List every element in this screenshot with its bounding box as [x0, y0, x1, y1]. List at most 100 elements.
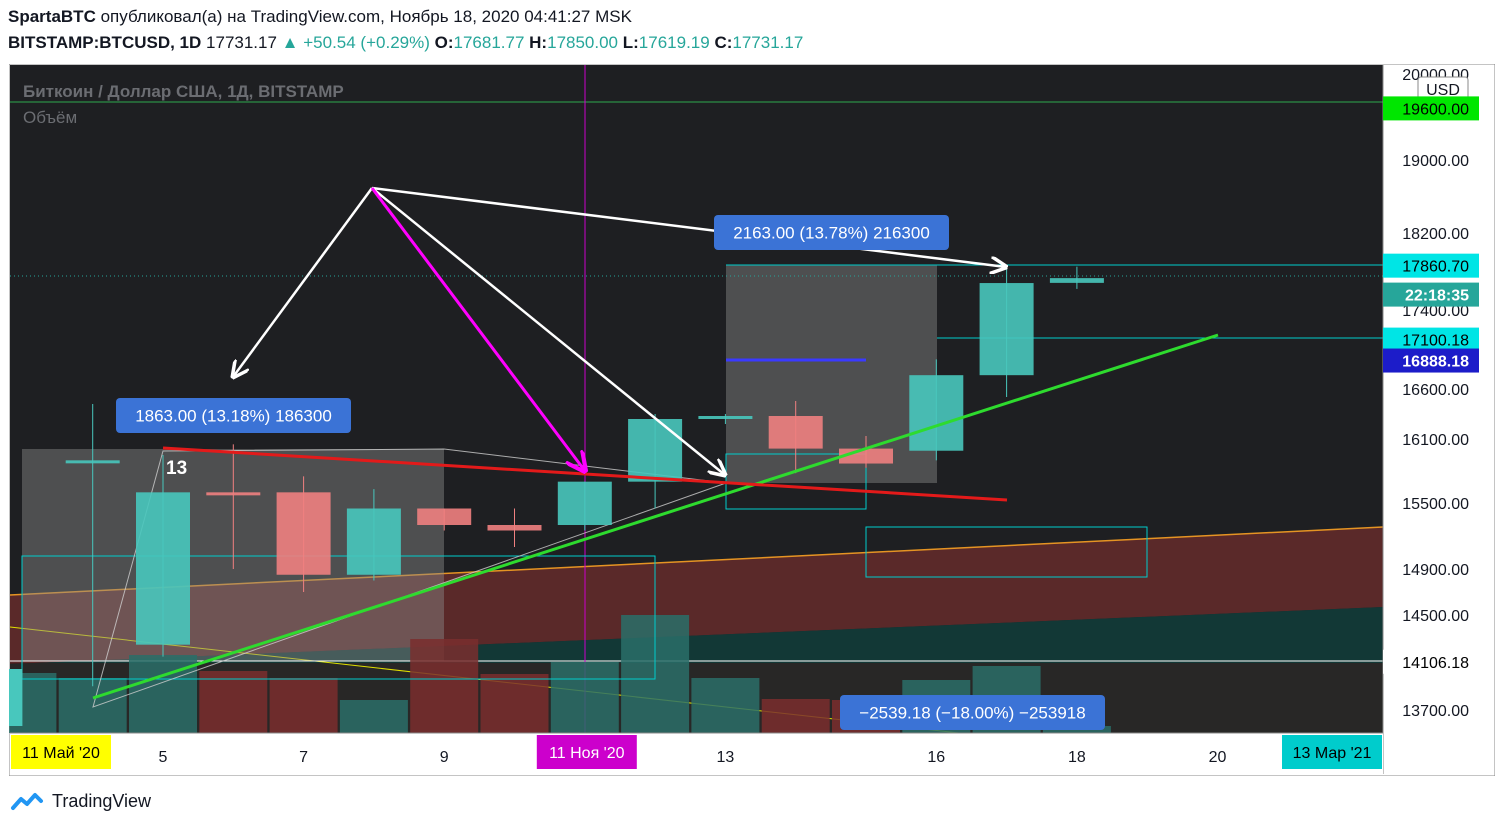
volume-bar [480, 674, 549, 733]
volume-bar [691, 678, 760, 733]
time-tick-label: 20 [1209, 749, 1227, 766]
up-triangle-icon: ▲ [281, 33, 299, 52]
price-marker-bg [1383, 327, 1479, 352]
low-value: 17619.19 [638, 33, 710, 52]
candle-body [276, 492, 331, 575]
cyan-zone-box [21, 555, 656, 680]
candle-body [487, 525, 542, 531]
candle-body [768, 416, 823, 449]
white-arrow-left [233, 187, 374, 377]
symbol-info: BITSTAMP:BTCUSD, 1D 17731.17 ▲ +50.54 (+… [8, 33, 803, 53]
orange-trend-line [9, 526, 1384, 596]
price-tick-label: 17400.00 [1402, 303, 1469, 320]
candle-body [1049, 278, 1104, 283]
price-marker-bg [1383, 649, 1479, 674]
price-marker-label: 17860.70 [1402, 259, 1469, 276]
price-marker-label: 22:18:35 [1405, 288, 1469, 305]
currency-label: USD [1426, 82, 1460, 99]
last-price: 17731.17 [206, 33, 277, 52]
candle-body [698, 416, 753, 419]
price-tick-label: 14500.00 [1402, 608, 1469, 625]
price-tick-label: 19000.00 [1402, 153, 1469, 170]
open-value: 17681.77 [453, 33, 525, 52]
white-arrow-middle [371, 187, 725, 475]
price-tick-label: 13700.00 [1402, 703, 1469, 720]
measure-label-bottom: −2539.18 (−18.00%) −253918 [859, 704, 1085, 723]
measure-label-bottom-bg [840, 695, 1105, 730]
open-label: O: [434, 33, 454, 52]
close-value: 17731.17 [732, 33, 804, 52]
time-tick-label: 13 [717, 749, 735, 766]
time-marker-label: 11 Май '20 [22, 745, 100, 762]
chart-title: Биткоин / Доллар США, 1Д, BITSTAMP [23, 82, 344, 101]
candle-body [979, 283, 1034, 376]
cyan-zone-box [865, 526, 1148, 578]
volume-label: Объём [23, 108, 77, 127]
candle-body [628, 419, 683, 482]
candle-body [557, 481, 612, 525]
time-tick-label: 7 [299, 749, 308, 766]
measure-label-right-bg [714, 215, 949, 250]
volume-bar [550, 662, 619, 733]
price-axis-bg [1383, 65, 1494, 733]
price-tick-label: 16100.00 [1402, 432, 1469, 449]
candle-body [136, 492, 190, 645]
time-marker-bg [536, 735, 637, 769]
volume-bar [761, 699, 830, 733]
author-name[interactable]: SpartaBTC [8, 7, 96, 26]
time-tick-label: 5 [159, 749, 168, 766]
price-marker-label: 17100.18 [1402, 333, 1469, 350]
magenta-arrow [370, 187, 585, 471]
price-marker-bg [1383, 348, 1479, 373]
time-marker-bg [11, 735, 111, 769]
time-marker-label: 11 Ноя '20 [549, 745, 625, 762]
time-marker-label: 13 Мар '21 [1293, 745, 1372, 762]
candle-body [346, 508, 401, 575]
green-trend-line [92, 333, 1219, 700]
candle-body [65, 460, 120, 464]
volume-bar [339, 700, 408, 733]
volume-bar [58, 678, 127, 733]
tradingview-cloud-icon [11, 793, 43, 810]
measure-label-left-bg [116, 398, 351, 433]
price-marker-label: 16888.18 [1402, 354, 1469, 371]
wave-count-label: 13 [166, 458, 187, 479]
price-tick-label: 18200.00 [1402, 226, 1469, 243]
time-tick-label: 18 [1068, 749, 1086, 766]
volume-bar [199, 671, 268, 733]
price-tick-label: 15500.00 [1402, 496, 1469, 513]
measure-label-left: 1863.00 (13.18%) 186300 [135, 407, 332, 426]
volume-bar [410, 639, 479, 733]
red-channel-fill [10, 527, 1383, 664]
price-marker-bg [1383, 96, 1479, 121]
grey-range-box-right [726, 265, 937, 483]
price-tick-label: 16600.00 [1402, 382, 1469, 399]
white-arrow-right [371, 186, 1006, 267]
time-axis-bg [10, 733, 1383, 775]
price-tick-label: 14900.00 [1402, 562, 1469, 579]
price-marker-bg [1383, 282, 1479, 307]
symbol-label: BITSTAMP:BTCUSD, 1D [8, 33, 202, 52]
time-marker-bg [1282, 735, 1382, 769]
publish-info: SpartaBTC опубликовал(а) на TradingView.… [8, 7, 632, 27]
high-label: H: [529, 33, 548, 52]
price-marker-bg [1383, 253, 1479, 278]
time-tick-label: 16 [927, 749, 945, 766]
price-marker-label: 19600.00 [1402, 101, 1469, 118]
measure-label-right: 2163.00 (13.78%) 216300 [733, 224, 930, 243]
close-label: C: [714, 33, 733, 52]
price-marker-label: 14106.18 [1402, 655, 1469, 672]
low-label: L: [622, 33, 639, 52]
publish-text: опубликовал(а) на TradingView.com, Ноябр… [100, 7, 632, 26]
price-chart[interactable]: 1863.00 (13.18%) 186300 2163.00 (13.78%) … [9, 64, 1495, 776]
candle-body [909, 375, 964, 451]
candle-body [417, 508, 472, 525]
high-value: 17850.00 [547, 33, 619, 52]
time-tick-label: 9 [440, 749, 449, 766]
tradingview-logo[interactable]: TradingView [10, 790, 151, 812]
price-change: +50.54 (+0.29%) [303, 33, 430, 52]
candle-body [9, 669, 23, 726]
brand-name: TradingView [52, 790, 152, 811]
candle-body [206, 492, 261, 496]
volume-bar [269, 678, 338, 733]
